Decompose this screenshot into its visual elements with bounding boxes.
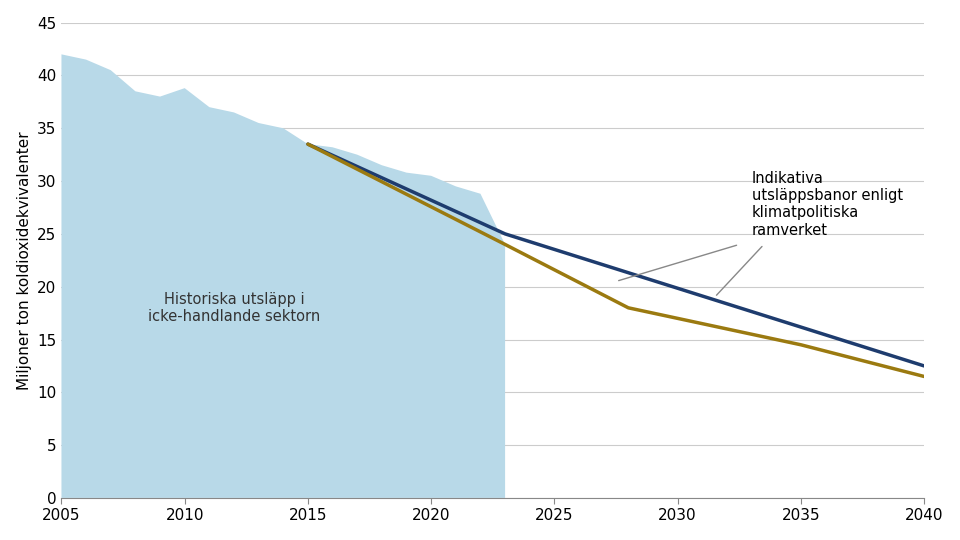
Text: Historiska utsläpp i
icke-handlande sektorn: Historiska utsläpp i icke-handlande sekt…: [148, 292, 320, 324]
Text: Indikativa
utsläppsbanor enligt
klimatpolitiska
ramverket: Indikativa utsläppsbanor enligt klimatpo…: [752, 171, 902, 238]
Polygon shape: [61, 55, 505, 498]
Y-axis label: Miljoner ton koldioxidekvivalenter: Miljoner ton koldioxidekvivalenter: [16, 131, 32, 389]
